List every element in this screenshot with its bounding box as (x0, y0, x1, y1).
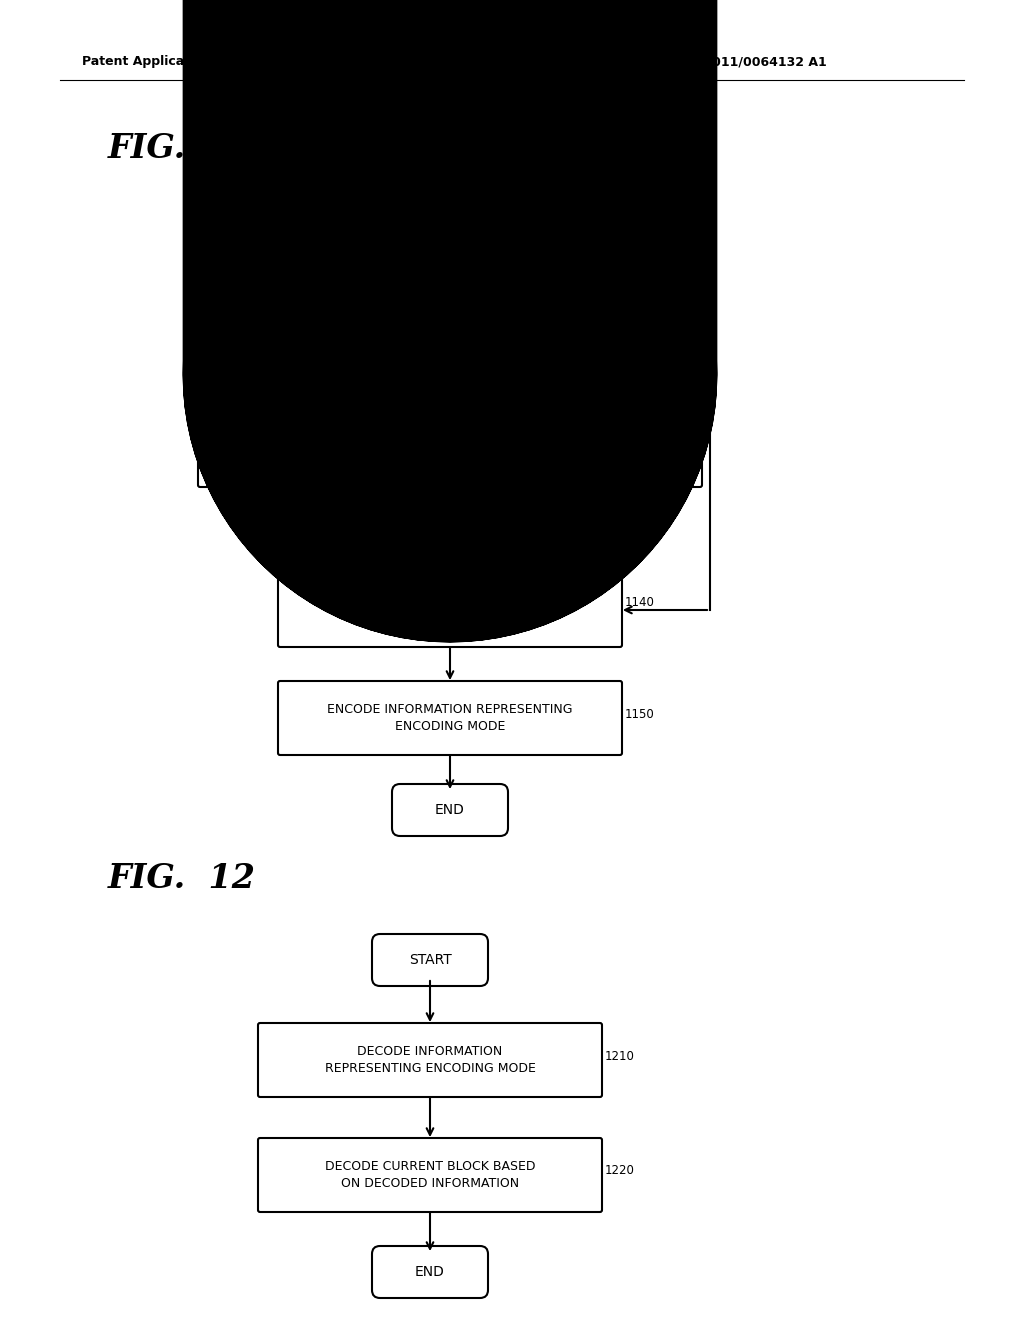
Text: START: START (409, 158, 452, 172)
FancyBboxPatch shape (278, 573, 622, 647)
Text: NO: NO (462, 378, 481, 391)
Text: Patent Application Publication: Patent Application Publication (82, 55, 294, 69)
FancyBboxPatch shape (372, 139, 488, 191)
Text: START: START (409, 953, 452, 968)
FancyBboxPatch shape (372, 1246, 488, 1298)
Text: US 2011/0064132 A1: US 2011/0064132 A1 (680, 55, 826, 69)
Text: 1120: 1120 (202, 399, 231, 412)
FancyBboxPatch shape (258, 1023, 602, 1097)
FancyBboxPatch shape (372, 935, 488, 986)
FancyBboxPatch shape (258, 1138, 602, 1212)
Text: FIG.  11: FIG. 11 (108, 132, 256, 165)
FancyBboxPatch shape (278, 681, 622, 755)
Text: ENCODE INFORMATION REPRESENTING
ENCODING MODE: ENCODE INFORMATION REPRESENTING ENCODING… (328, 704, 572, 733)
Text: YES: YES (588, 290, 611, 304)
Text: ENCODE CURRENT BLOCK
IN NATURAL MODE: ENCODE CURRENT BLOCK IN NATURAL MODE (213, 436, 377, 465)
Text: ENCODE CURRENT BLOCK
IN GRAPHIC MODE: ENCODE CURRENT BLOCK IN GRAPHIC MODE (523, 436, 687, 465)
Text: DECODE INFORMATION
REPRESENTING ENCODING MODE: DECODE INFORMATION REPRESENTING ENCODING… (325, 1045, 536, 1074)
FancyBboxPatch shape (508, 413, 702, 487)
Text: DECODE CURRENT BLOCK BASED
ON DECODED INFORMATION: DECODE CURRENT BLOCK BASED ON DECODED IN… (325, 1160, 536, 1191)
Text: 1110: 1110 (465, 219, 495, 232)
FancyBboxPatch shape (392, 784, 508, 836)
Text: 1130: 1130 (512, 399, 542, 412)
Text: DETERMINE ENCODING MODE OF
CURRENT BLOCK: DETERMINE ENCODING MODE OF CURRENT BLOCK (345, 595, 554, 624)
Text: 1150: 1150 (625, 708, 654, 721)
Text: END: END (415, 1265, 445, 1279)
Text: 1210: 1210 (605, 1049, 635, 1063)
Text: 1220: 1220 (605, 1164, 635, 1177)
FancyBboxPatch shape (198, 413, 392, 487)
Text: IS CURRENT
BLOCK TO BE ENCODED
IN SKIP MODE?: IS CURRENT BLOCK TO BE ENCODED IN SKIP M… (375, 281, 525, 329)
Text: Mar. 17, 2011  Sheet 7 of 13: Mar. 17, 2011 Sheet 7 of 13 (380, 55, 579, 69)
Text: END: END (435, 803, 465, 817)
Text: 1140: 1140 (625, 595, 655, 609)
Text: FIG.  12: FIG. 12 (108, 862, 256, 895)
Polygon shape (319, 240, 580, 370)
